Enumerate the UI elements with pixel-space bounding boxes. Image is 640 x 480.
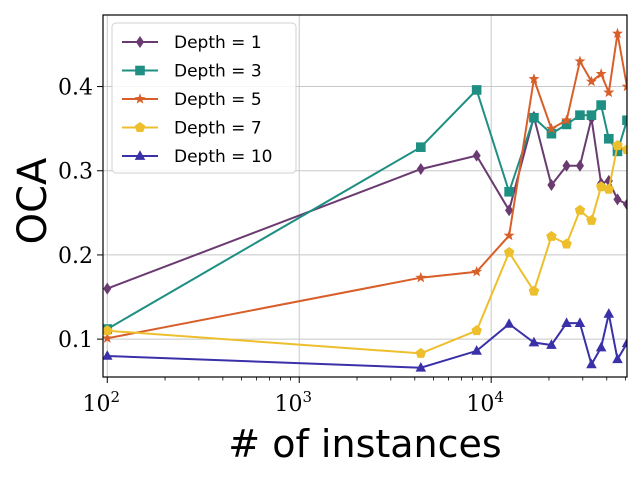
data-point xyxy=(103,332,113,343)
data-point xyxy=(561,119,572,130)
data-point xyxy=(471,325,482,336)
data-point xyxy=(416,142,426,152)
y-tick-label: 0.4 xyxy=(58,76,93,101)
data-point xyxy=(528,285,540,296)
data-point xyxy=(613,193,622,206)
legend: Depth = 1 Depth = 3 Depth = 5 Depth = 7 Dept… xyxy=(111,22,297,174)
data-point xyxy=(612,139,623,150)
data-point xyxy=(586,214,597,225)
legend-box xyxy=(111,22,297,174)
data-point xyxy=(472,149,481,162)
data-point xyxy=(103,350,113,360)
data-point xyxy=(574,204,586,215)
plot-frame xyxy=(102,14,628,378)
data-point xyxy=(603,308,615,318)
legend-marker xyxy=(135,65,145,76)
legend-label: Depth = 7 xyxy=(174,119,262,139)
data-point xyxy=(612,353,623,364)
legend-marker xyxy=(134,150,146,160)
x-axis-title: # of instances xyxy=(228,422,501,466)
data-point xyxy=(503,318,515,328)
data-point xyxy=(621,337,627,348)
data-point xyxy=(103,282,112,295)
legend-marker xyxy=(134,93,146,104)
data-point xyxy=(529,112,539,123)
data-point xyxy=(604,133,614,144)
data-point xyxy=(595,181,607,192)
legend-entry: Depth = 3 xyxy=(122,62,262,82)
data-point xyxy=(415,347,427,358)
data-point xyxy=(103,325,113,336)
data-point xyxy=(622,198,627,211)
data-point xyxy=(471,266,483,277)
data-point xyxy=(603,183,615,194)
y-axis-title: OCA xyxy=(10,157,56,244)
legend-entry: Depth = 10 xyxy=(122,147,272,167)
series-depth-10 xyxy=(103,308,627,372)
y-tick-label: 0.1 xyxy=(58,328,93,353)
legend-entry: Depth = 7 xyxy=(122,119,262,139)
y-tick-label: 0.3 xyxy=(58,160,93,185)
data-point xyxy=(471,345,482,355)
data-point xyxy=(575,159,585,172)
data-point xyxy=(545,122,557,134)
data-point xyxy=(546,230,557,241)
legend-label: Depth = 10 xyxy=(174,147,272,167)
legend-entry: Depth = 1 xyxy=(122,33,262,53)
series-group xyxy=(103,27,627,372)
y-axis-ticks: 0.1 0.2 0.3 0.4 xyxy=(58,76,103,353)
data-point xyxy=(561,317,572,327)
data-point xyxy=(504,186,514,197)
data-point xyxy=(561,238,572,249)
x-axis-ticks: 102 103 104 xyxy=(83,377,504,417)
grid xyxy=(103,15,627,377)
data-point xyxy=(546,339,557,349)
series-depth-7 xyxy=(103,139,627,358)
data-point xyxy=(604,174,613,187)
data-point xyxy=(528,336,540,347)
data-point xyxy=(415,271,427,283)
series-depth-5 xyxy=(103,27,627,343)
data-point xyxy=(416,163,425,176)
x-tick-label: 102 xyxy=(83,388,121,417)
legend-entry: Depth = 5 xyxy=(122,90,262,110)
data-point xyxy=(603,86,615,98)
data-point xyxy=(505,204,514,217)
y-tick-label: 0.2 xyxy=(58,244,93,269)
legend-marker xyxy=(134,121,146,132)
data-point xyxy=(596,100,606,110)
legend-label: Depth = 3 xyxy=(174,62,262,82)
data-point xyxy=(622,115,627,126)
data-point xyxy=(612,146,623,157)
data-point xyxy=(528,73,540,84)
data-point xyxy=(574,55,586,66)
data-point xyxy=(612,27,623,39)
data-point xyxy=(415,361,427,372)
data-point xyxy=(561,114,573,125)
data-point xyxy=(595,341,607,352)
legend-marker xyxy=(135,36,145,48)
legend-label: Depth = 5 xyxy=(174,90,262,110)
data-point xyxy=(574,317,586,327)
data-point xyxy=(586,358,597,369)
data-point xyxy=(471,85,482,95)
x-tick-label: 103 xyxy=(274,388,312,417)
x-tick-label: 104 xyxy=(466,388,504,417)
data-point xyxy=(621,144,627,155)
data-point xyxy=(546,128,557,139)
data-point xyxy=(585,75,597,87)
data-point xyxy=(503,229,515,241)
data-point xyxy=(562,159,571,172)
data-point xyxy=(595,68,607,79)
data-point xyxy=(586,110,597,120)
data-point xyxy=(503,246,515,257)
data-point xyxy=(547,179,556,192)
data-point xyxy=(621,80,627,92)
data-point xyxy=(575,110,585,120)
legend-label: Depth = 1 xyxy=(174,33,262,53)
